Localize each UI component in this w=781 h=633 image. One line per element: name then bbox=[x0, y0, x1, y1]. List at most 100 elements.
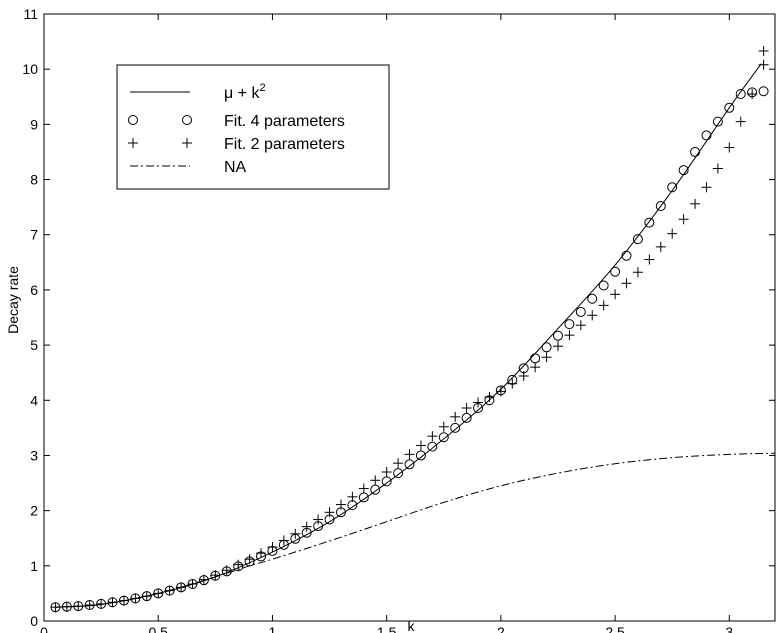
data-point-circle bbox=[381, 476, 392, 487]
y-tick-label: 2 bbox=[30, 503, 38, 519]
data-point-plus bbox=[176, 582, 187, 593]
data-point-plus bbox=[404, 449, 415, 460]
data-point-plus bbox=[290, 528, 301, 539]
data-point-plus bbox=[301, 521, 312, 532]
series-line-dashdot bbox=[55, 452, 776, 608]
y-ticks: 0 1 2 3 4 5 6 7 8 9 10 11 bbox=[22, 6, 775, 629]
data-point-circle bbox=[450, 422, 461, 433]
data-point-circle bbox=[701, 130, 712, 141]
data-point-plus bbox=[552, 341, 563, 352]
data-point-circle bbox=[621, 250, 632, 261]
data-point-plus bbox=[667, 228, 678, 239]
x-tick-label: 1.5 bbox=[377, 624, 397, 633]
y-tick-label: 6 bbox=[30, 282, 38, 298]
y-tick-label: 8 bbox=[30, 172, 38, 188]
x-axis-label: k bbox=[408, 618, 416, 633]
data-point-plus bbox=[541, 352, 552, 363]
data-point-plus bbox=[735, 116, 746, 127]
data-point-plus bbox=[335, 499, 346, 510]
data-point-circle bbox=[575, 306, 586, 317]
data-point-plus bbox=[473, 397, 484, 408]
y-tick-label: 9 bbox=[30, 116, 38, 132]
data-point-circle bbox=[632, 234, 643, 245]
data-point-plus bbox=[256, 548, 267, 559]
data-point-circle bbox=[438, 432, 449, 443]
data-point-circle bbox=[530, 353, 541, 364]
data-point-circle bbox=[552, 330, 563, 341]
data-point-circle bbox=[370, 484, 381, 495]
x-tick-label: 1 bbox=[269, 624, 277, 633]
legend-label: Fit. 4 parameters bbox=[224, 113, 345, 130]
x-tick-label: 3 bbox=[725, 624, 733, 633]
data-point-circle bbox=[415, 450, 426, 461]
legend-label: Fit. 2 parameters bbox=[224, 136, 345, 153]
data-point-circle bbox=[644, 217, 655, 228]
data-point-plus bbox=[758, 45, 769, 56]
y-tick-label: 5 bbox=[30, 337, 38, 353]
legend-label: NA bbox=[224, 159, 247, 176]
y-tick-label: 4 bbox=[30, 392, 38, 408]
y-axis-label: Decay rate bbox=[5, 266, 21, 334]
legend-box bbox=[116, 64, 390, 190]
data-point-plus bbox=[655, 241, 666, 252]
data-point-plus bbox=[632, 267, 643, 278]
data-point-plus bbox=[438, 421, 449, 432]
data-point-plus bbox=[450, 411, 461, 422]
x-tick-label: 2.5 bbox=[605, 624, 625, 633]
data-point-plus bbox=[358, 483, 369, 494]
legend-label: μ + k2 bbox=[224, 82, 266, 102]
legend-entry: NA bbox=[130, 159, 247, 176]
data-point-circle bbox=[690, 146, 701, 157]
data-point-plus bbox=[598, 300, 609, 311]
data-point-circle bbox=[655, 201, 666, 212]
data-point-circle bbox=[541, 342, 552, 353]
data-point-circle bbox=[758, 86, 769, 97]
x-tick-label: 0.5 bbox=[148, 624, 168, 633]
data-point-plus bbox=[518, 370, 529, 381]
legend-swatch-circle bbox=[128, 115, 138, 125]
data-point-circle bbox=[587, 293, 598, 304]
data-point-plus bbox=[347, 491, 358, 502]
y-tick-label: 10 bbox=[22, 61, 38, 77]
data-point-plus bbox=[484, 391, 495, 402]
data-point-plus bbox=[507, 378, 518, 389]
data-point-plus bbox=[564, 330, 575, 341]
data-point-plus bbox=[712, 163, 723, 174]
data-point-plus bbox=[313, 514, 324, 525]
legend-swatch-plus bbox=[128, 138, 138, 148]
y-tick-label: 11 bbox=[23, 6, 38, 22]
plot-frame bbox=[43, 13, 776, 622]
data-point-plus bbox=[278, 535, 289, 546]
data-point-circle bbox=[610, 266, 621, 277]
x-tick-label: 0 bbox=[40, 624, 48, 633]
data-point-circle bbox=[678, 165, 689, 176]
data-point-plus bbox=[747, 89, 758, 100]
legend-swatch-circle bbox=[182, 115, 192, 125]
data-point-circle bbox=[735, 89, 746, 100]
data-point-plus bbox=[267, 542, 278, 553]
data-point-plus bbox=[758, 59, 769, 70]
data-point-circle bbox=[393, 468, 404, 479]
data-point-circle bbox=[427, 441, 438, 452]
x-ticks: 0 0.5 1 1.5 2 2.5 3 bbox=[40, 14, 733, 633]
data-point-circle bbox=[461, 412, 472, 423]
legend-swatch-plus bbox=[182, 138, 192, 148]
data-point-plus bbox=[530, 362, 541, 373]
data-point-plus bbox=[324, 507, 335, 518]
data-point-circle bbox=[564, 319, 575, 330]
x-tick-label: 2 bbox=[497, 624, 505, 633]
data-point-circle bbox=[667, 182, 678, 193]
data-point-plus bbox=[370, 475, 381, 486]
data-point-plus bbox=[233, 559, 244, 570]
data-point-plus bbox=[393, 458, 404, 469]
data-point-circle bbox=[724, 102, 735, 113]
legend-entry: Fit. 2 parameters bbox=[128, 136, 345, 153]
legend: μ + k2 Fit. 4 parameters Fit. 2 parameters… bbox=[116, 64, 390, 190]
data-point-circle bbox=[598, 280, 609, 291]
series-layer bbox=[50, 45, 776, 613]
series-dashdot bbox=[55, 452, 776, 608]
data-point-plus bbox=[495, 386, 506, 397]
data-point-plus bbox=[575, 320, 586, 331]
y-tick-label: 1 bbox=[30, 558, 38, 574]
